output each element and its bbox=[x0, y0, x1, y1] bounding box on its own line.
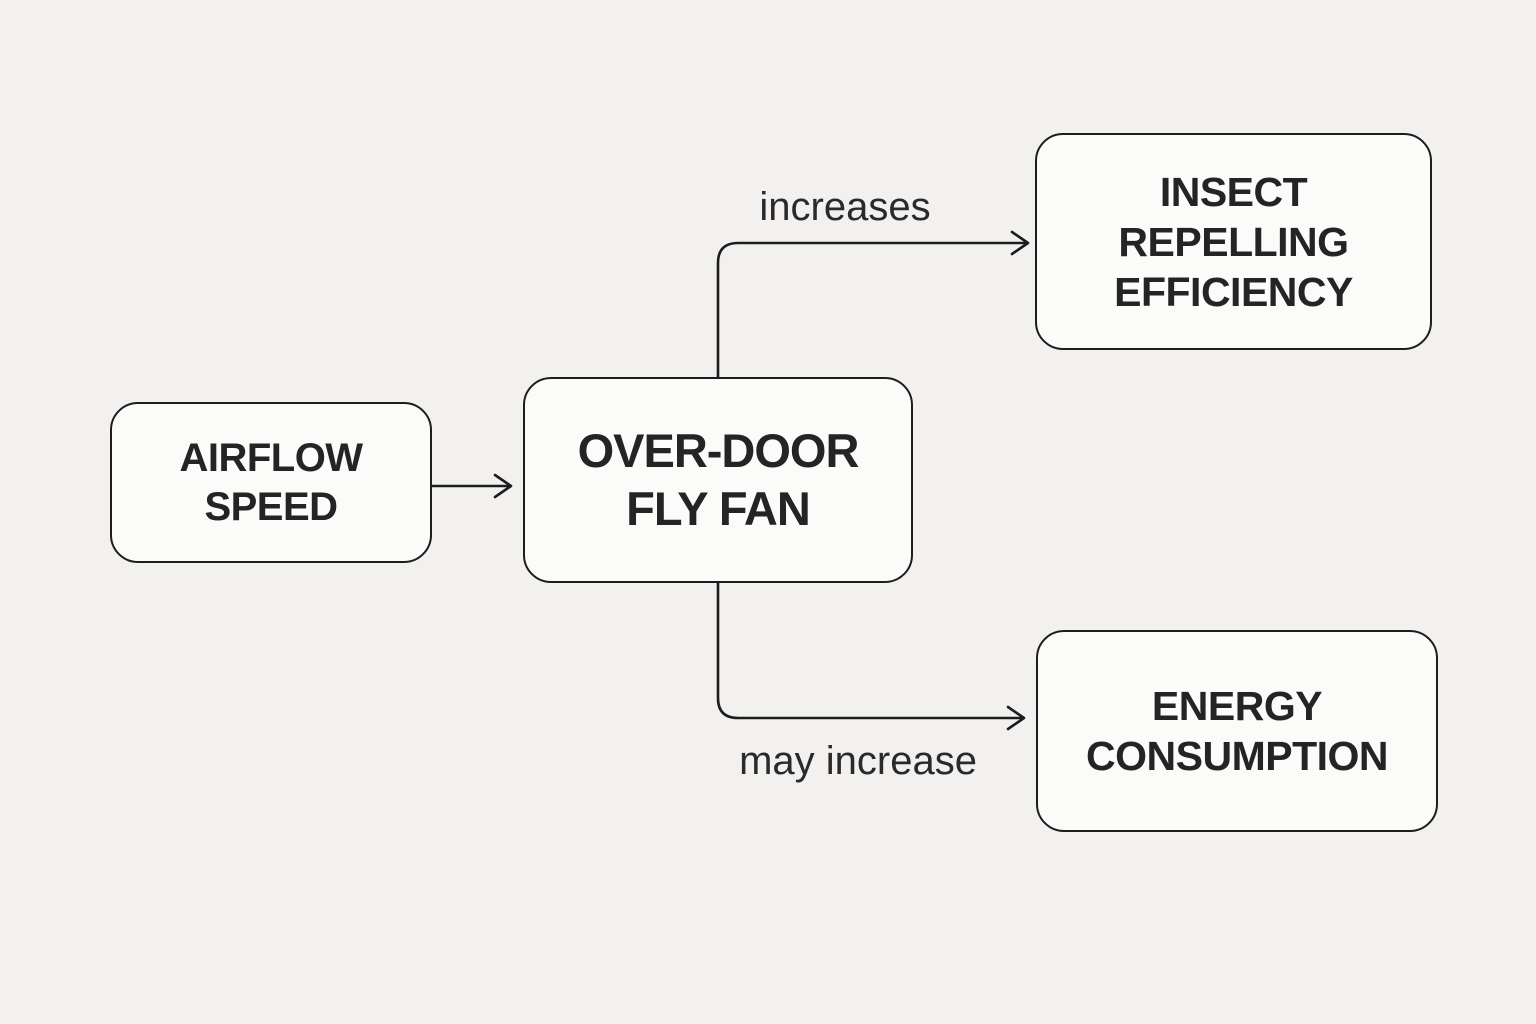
node-insect-repelling-efficiency[interactable]: INSECT REPELLING EFFICIENCY bbox=[1035, 133, 1432, 350]
edge-fan-to-insect-line bbox=[716, 241, 1028, 379]
edge-label-may-increase: may increase bbox=[739, 739, 977, 783]
node-airflow-speed[interactable]: AIRFLOW SPEED bbox=[110, 402, 432, 563]
node-over-door-fly-fan-label: OVER-DOOR FLY FAN bbox=[577, 424, 860, 535]
node-over-door-fly-fan[interactable]: OVER-DOOR FLY FAN bbox=[523, 377, 913, 583]
edge-airflow-to-fan-arrowhead-icon bbox=[493, 473, 513, 499]
edge-fan-to-insect-arrowhead-icon bbox=[1010, 230, 1030, 256]
edge-fan-to-energy-line bbox=[716, 581, 1024, 720]
node-energy-consumption-label: ENERGY CONSUMPTION bbox=[1086, 683, 1389, 779]
node-energy-consumption[interactable]: ENERGY CONSUMPTION bbox=[1036, 630, 1438, 832]
edge-fan-to-energy-arrowhead-icon bbox=[1006, 705, 1026, 731]
node-airflow-speed-label: AIRFLOW SPEED bbox=[179, 435, 363, 529]
node-insect-repelling-efficiency-label: INSECT REPELLING EFFICIENCY bbox=[1114, 168, 1353, 315]
edge-label-increases: increases bbox=[759, 185, 931, 229]
